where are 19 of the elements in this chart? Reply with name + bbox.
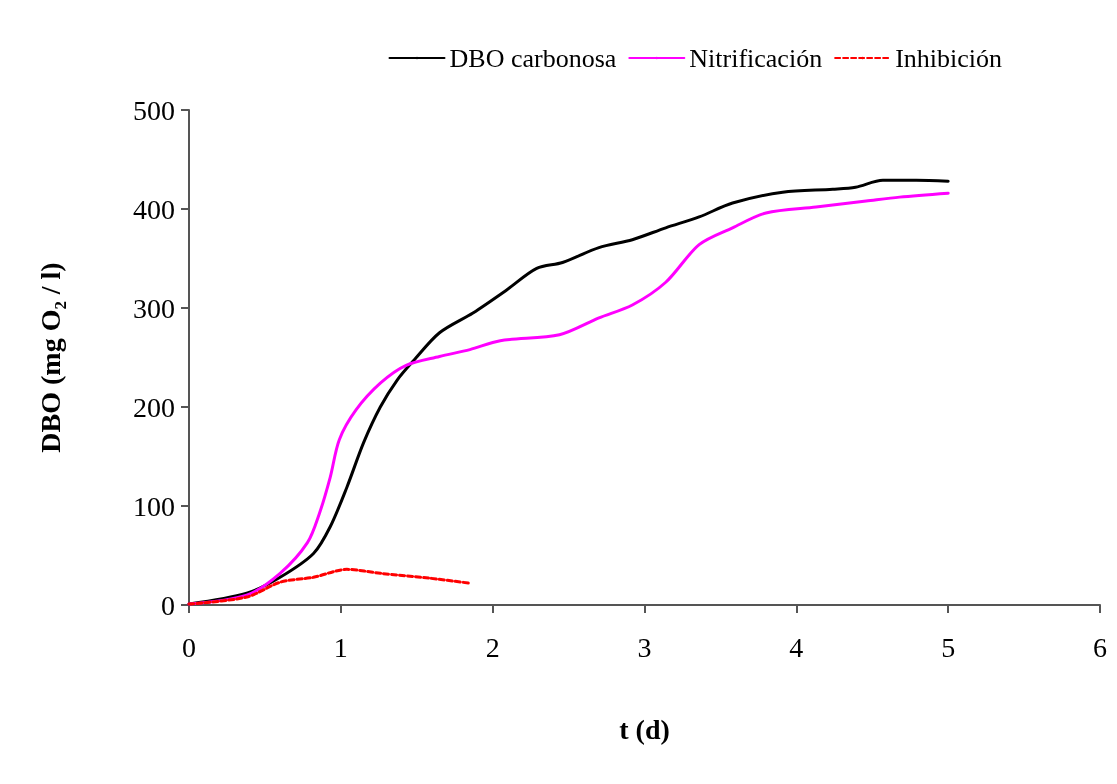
y-tick-label: 200 <box>133 391 175 423</box>
y-tick-label: 400 <box>133 193 175 225</box>
x-tick-label: 1 <box>333 631 348 663</box>
y-tick-label: 100 <box>133 490 175 522</box>
legend-label: Nitrificación <box>689 43 823 73</box>
x-tick-label: 4 <box>789 631 804 663</box>
line-series <box>187 567 472 606</box>
x-tick-label: 5 <box>941 631 956 663</box>
y-tick-label: 300 <box>133 292 175 324</box>
legend-label: Inhibición <box>895 43 1003 73</box>
x-axis-title: t (d) <box>619 713 670 745</box>
y-tick-label: 500 <box>133 94 175 126</box>
y-tick-label: 0 <box>161 589 175 621</box>
x-tick-label: 6 <box>1093 631 1107 663</box>
x-tick-label: 3 <box>637 631 652 663</box>
y-axis-title: DBO (mg O₂ / l) <box>34 262 66 453</box>
legend-label: DBO carbonosa <box>449 43 617 73</box>
x-tick-label: 0 <box>182 631 196 663</box>
x-tick-label: 2 <box>485 631 500 663</box>
